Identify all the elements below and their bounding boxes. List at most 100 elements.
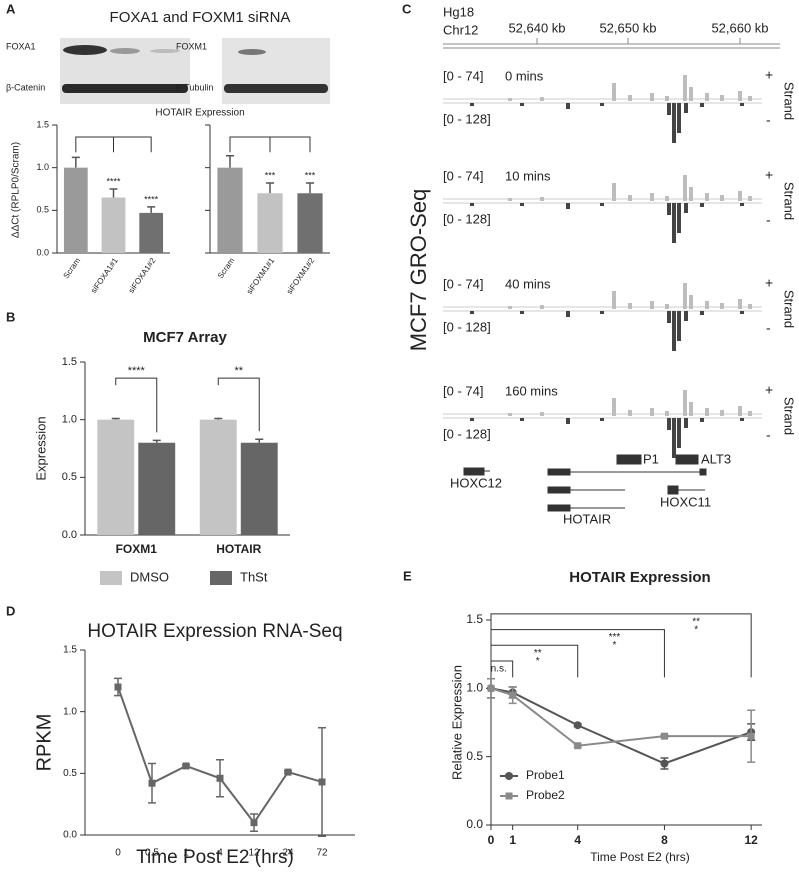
bar (139, 212, 164, 253)
legend-swatch (210, 571, 232, 585)
point (182, 762, 190, 770)
legend-label: ThSt (240, 569, 268, 584)
panel-title: FOXA1 and FOXM1 siRNA (110, 9, 291, 26)
track-signal (442, 74, 763, 144)
gene-label: P1 (643, 451, 659, 466)
y-tick-label: 0.5 (466, 749, 483, 763)
gene-label: HOXC11 (660, 494, 711, 509)
y-tick-label: 1.0 (63, 706, 77, 717)
error-bar (266, 182, 274, 194)
y-tick-label: 1.5 (63, 645, 77, 656)
genome: Hg18 (443, 4, 474, 19)
bar (101, 197, 126, 253)
range: [0 - 74] (443, 168, 483, 183)
error-bar (152, 439, 161, 443)
point (487, 684, 495, 692)
error-bar (111, 417, 120, 420)
point (216, 774, 224, 782)
y-axis-label: Relative Expression (449, 665, 464, 780)
strand-sign: - (766, 427, 771, 443)
panel-label: B (6, 309, 15, 324)
significance: **** (128, 365, 146, 377)
x-tick-label: HOTAIR (216, 542, 261, 556)
x-tick-label: 1 (183, 848, 189, 859)
range: [0 - 128] (443, 319, 491, 334)
y-tick-label: 1.5 (36, 119, 49, 129)
strand-sign: + (765, 382, 773, 398)
x-tick-label: 24 (282, 848, 294, 859)
legend-marker (505, 772, 513, 780)
y-tick-label: 0.5 (63, 768, 77, 779)
error-bar (214, 417, 223, 420)
x-tick-label: 0.5 (145, 848, 159, 859)
blot-label: β-Catenin (6, 82, 45, 92)
significance-bracket (115, 377, 158, 433)
coordinate: 52,660 kb (711, 20, 768, 35)
significance: ** (234, 365, 243, 377)
bar (217, 167, 243, 253)
y-tick-label: 0.5 (36, 205, 49, 215)
y-axis-label: ΔΔCt (RPLP0/Scram) (11, 142, 22, 238)
track-title: MCF7 GRO-Seq (406, 189, 431, 352)
significance: * (536, 656, 540, 667)
x-tick-label: 72 (316, 848, 328, 859)
subtitle: HOTAIR Expression (155, 108, 244, 119)
x-tick-label: 4 (217, 848, 223, 859)
bar (97, 419, 135, 535)
error-bar (147, 206, 156, 213)
x-axis-label: Time Post E2 (hrs) (590, 850, 690, 864)
point (148, 779, 156, 787)
y-tick-label: 1.0 (36, 162, 49, 172)
strand-sign: + (765, 67, 773, 83)
bar (63, 167, 88, 253)
legend-label: Probe1 (526, 768, 565, 782)
significance: **** (106, 176, 121, 186)
range: [0 - 128] (443, 211, 491, 226)
x-tick-label: siFOXM1#2 (285, 256, 317, 296)
point (660, 732, 668, 740)
track-signal (442, 389, 763, 459)
blot-label: FOXM1 (176, 41, 207, 51)
y-axis-label: Expression (33, 416, 48, 480)
significance: *** (265, 170, 276, 180)
strand-label: Strand (782, 290, 797, 328)
y-tick-label: 1.5 (62, 356, 77, 368)
strand-sign: - (766, 112, 771, 128)
error-bar (71, 156, 80, 168)
blot-label: FOXA1 (6, 41, 36, 51)
strand-label: Strand (782, 182, 797, 220)
range: [0 - 74] (443, 68, 483, 83)
bar (297, 193, 323, 253)
y-tick-label: 1.0 (466, 681, 483, 695)
y-tick-label: 0.0 (466, 817, 483, 831)
y-tick-label: 1.5 (466, 612, 483, 626)
time-label: 10 mins (505, 168, 551, 183)
track-signal (442, 174, 763, 244)
range: [0 - 128] (443, 111, 491, 126)
blot-label: β-Tubulin (176, 82, 213, 92)
y-tick-label: 0.0 (62, 529, 77, 541)
chromosome: Chr12 (443, 22, 478, 37)
gene-label: ALT3 (701, 451, 731, 466)
western-blot (60, 38, 330, 104)
significance-bracket (75, 136, 152, 153)
gene-label: HOXC12 (450, 475, 502, 490)
significance: **** (144, 194, 159, 204)
bar (257, 193, 283, 253)
point (318, 778, 326, 786)
x-tick-label: FOXM1 (116, 542, 158, 556)
point (573, 721, 582, 730)
point (509, 691, 517, 699)
panel-label: E (403, 568, 412, 583)
significance: *** (305, 170, 316, 180)
bar (138, 442, 176, 535)
x-tick-label: Scram (62, 256, 83, 280)
range: [0 - 128] (443, 426, 491, 441)
significance: n.s. (491, 664, 507, 675)
x-tick-label: 0 (488, 833, 495, 847)
legend-swatch (100, 571, 122, 585)
coordinate: 52,650 kb (599, 20, 656, 35)
significance-bracket (229, 136, 311, 153)
point (284, 768, 292, 776)
